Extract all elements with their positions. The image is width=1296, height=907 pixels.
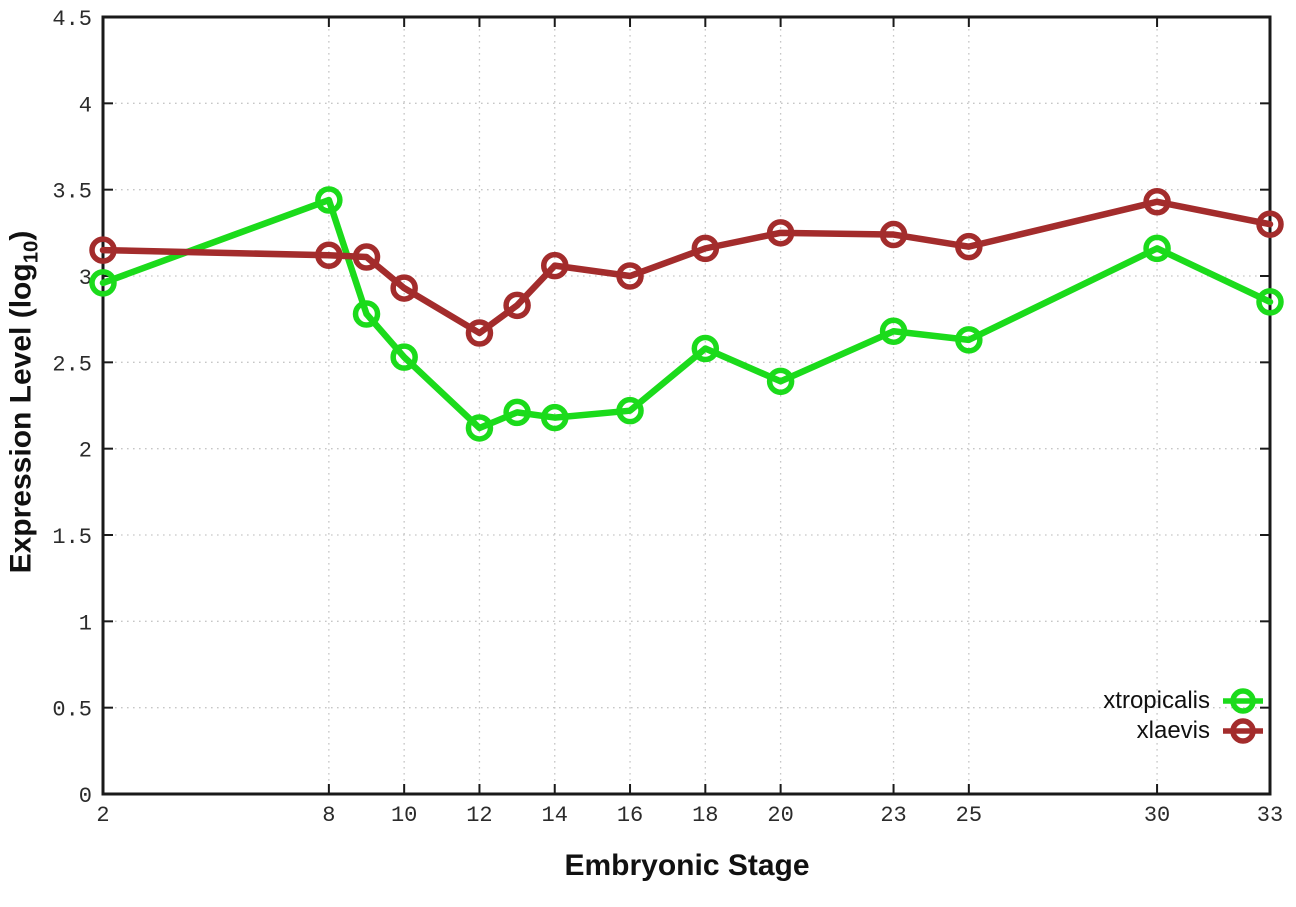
data-point-xtropicalis xyxy=(540,403,569,432)
data-point-xlaevis xyxy=(1143,188,1171,216)
data-point-xlaevis xyxy=(879,220,908,249)
data-point-xtropicalis xyxy=(616,396,644,425)
line-point-marker-icon xyxy=(1223,718,1263,744)
legend-item-xlaevis: xlaevis xyxy=(1103,716,1266,746)
data-point-xlaevis xyxy=(315,241,343,270)
data-point-xtropicalis xyxy=(1256,288,1284,316)
x-tick-label: 14 xyxy=(542,803,568,828)
y-tick-label: 2.5 xyxy=(52,352,92,377)
x-tick-label: 33 xyxy=(1257,803,1283,828)
data-point-xtropicalis xyxy=(352,300,381,328)
y-tick-label: 0 xyxy=(79,784,92,809)
legend: xtropicalis xlaevis xyxy=(1103,686,1266,746)
data-point-xlaevis xyxy=(89,236,117,264)
data-point-xlaevis xyxy=(616,262,644,290)
data-point-xlaevis xyxy=(352,243,381,271)
data-point-xtropicalis xyxy=(879,317,908,346)
data-point-xtropicalis xyxy=(390,343,418,371)
plot-border xyxy=(101,15,1272,796)
data-point-xtropicalis xyxy=(465,414,494,442)
data-point-xlaevis xyxy=(955,232,983,261)
y-tick-label: 4 xyxy=(79,93,92,118)
x-tick-label: 30 xyxy=(1144,803,1170,828)
x-tick-label: 12 xyxy=(466,803,492,828)
x-tick-label: 23 xyxy=(880,803,906,828)
y-tick-label: 1.5 xyxy=(52,525,92,550)
y-axis-title-close: ) xyxy=(4,230,38,241)
data-point-xlaevis xyxy=(465,319,494,347)
x-tick-label: 16 xyxy=(617,803,643,828)
x-tick-label: 10 xyxy=(391,803,417,828)
y-tick-label: 3 xyxy=(79,266,92,291)
x-tick-label: 25 xyxy=(956,803,982,828)
x-tick-label: 2 xyxy=(96,803,109,828)
line-point-marker-icon xyxy=(1223,688,1263,714)
data-point-xtropicalis xyxy=(503,398,531,427)
y-tick-label: 1 xyxy=(79,611,92,636)
legend-label-xlaevis: xlaevis xyxy=(1136,717,1210,744)
data-point-xtropicalis xyxy=(691,334,720,363)
data-point-xtropicalis xyxy=(766,367,795,396)
series-line-xtropicalis xyxy=(99,196,1274,432)
y-tick-label: 0.5 xyxy=(52,698,92,723)
data-point-xlaevis xyxy=(691,234,720,263)
data-point-xtropicalis xyxy=(89,269,117,297)
data-point-xtropicalis xyxy=(955,326,983,354)
y-axis-title: Expression Level (log10) xyxy=(5,231,44,574)
data-point-xlaevis xyxy=(540,251,569,280)
y-tick-label: 3.5 xyxy=(52,180,92,205)
data-point-xtropicalis xyxy=(315,186,343,214)
x-axis-title: Embryonic Stage xyxy=(564,849,810,882)
y-axis-title-text: Expression Level (log xyxy=(4,263,38,574)
data-point-xlaevis xyxy=(1256,210,1284,238)
x-tick-label: 8 xyxy=(322,803,335,828)
y-axis-title-subscript: 10 xyxy=(20,240,43,264)
data-point-xlaevis xyxy=(503,291,531,320)
x-tick-label: 18 xyxy=(692,803,718,828)
x-tick-label: 20 xyxy=(767,803,793,828)
data-point-xlaevis xyxy=(390,274,418,302)
y-tick-label: 2 xyxy=(79,439,92,464)
data-point-xtropicalis xyxy=(1143,234,1171,263)
data-point-xlaevis xyxy=(766,219,795,247)
y-tick-label: 4.5 xyxy=(52,7,92,32)
legend-label-xtropicalis: xtropicalis xyxy=(1103,687,1210,714)
legend-item-xtropicalis: xtropicalis xyxy=(1103,686,1266,716)
